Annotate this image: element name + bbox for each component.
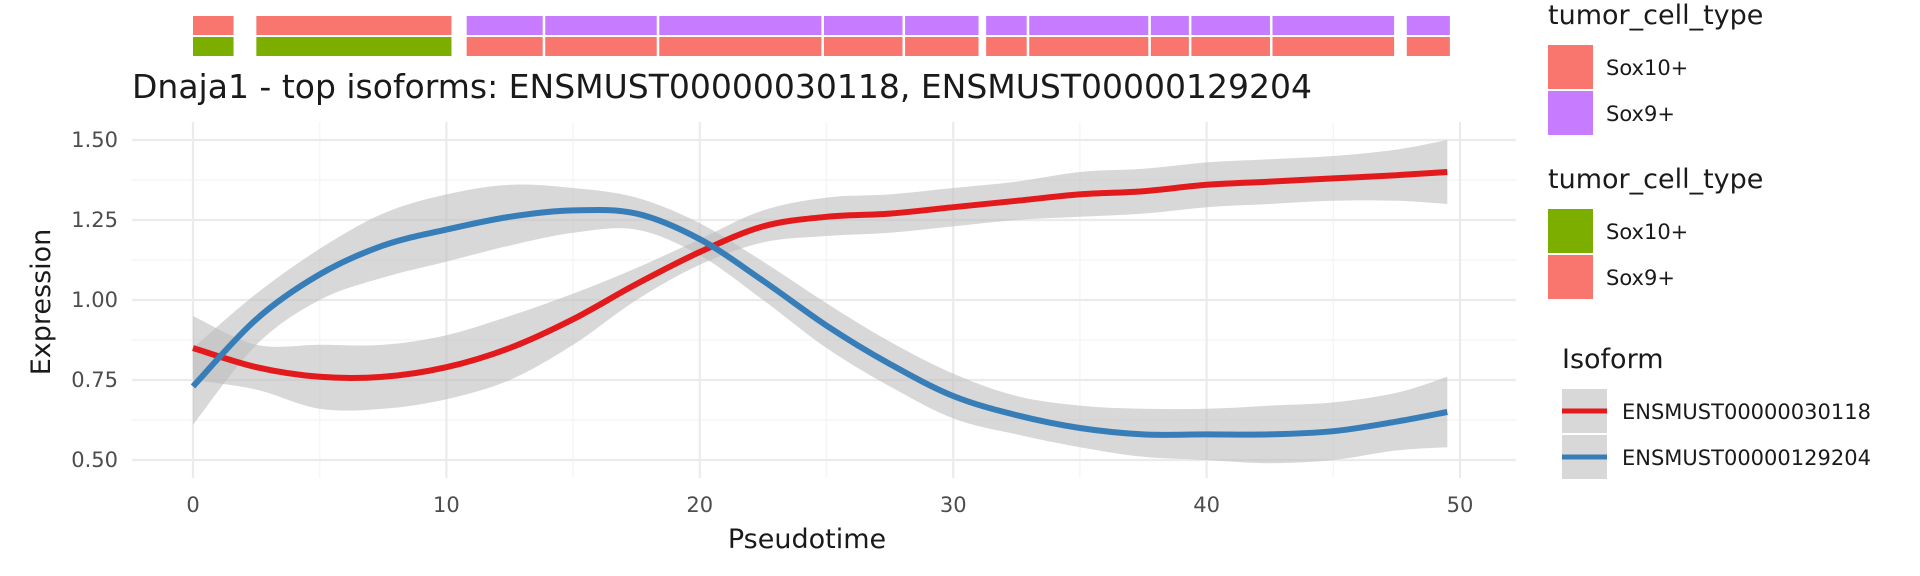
annotation-segment	[466, 37, 543, 56]
legend-label: Sox10+	[1606, 56, 1688, 80]
annotation-segment	[1406, 37, 1450, 56]
series-line-1	[192, 169, 1448, 381]
legend-label: Sox10+	[1606, 220, 1688, 244]
legends: tumor_cell_typeSox10+Sox9+tumor_cell_typ…	[1548, 0, 1871, 479]
x-tick-label: 40	[1193, 493, 1220, 517]
legend-1: tumor_cell_type Sox10+ Sox9+	[1548, 0, 1763, 135]
annotation-segment	[905, 37, 979, 56]
legend-swatch	[1548, 91, 1593, 135]
legend-swatch	[1548, 45, 1593, 89]
annotation-segment	[545, 37, 657, 56]
x-tick-label: 10	[433, 493, 460, 517]
annotation-segment	[1272, 16, 1395, 35]
annotation-segment	[1191, 16, 1270, 35]
x-tick-label: 50	[1447, 493, 1474, 517]
annotation-segment	[905, 16, 979, 35]
annotation-segment	[823, 37, 903, 56]
annotation-segment	[986, 16, 1027, 35]
annotation-segment	[256, 16, 452, 35]
legend-3: Isoform ENSMUST00000030118 ENSMUST00000129…	[1562, 344, 1871, 479]
annotation-segment	[1272, 37, 1395, 56]
x-axis-title: Pseudotime	[728, 524, 886, 555]
confidence-ribbons	[193, 140, 1448, 464]
annotation-segment	[986, 37, 1027, 56]
legend-title: tumor_cell_type	[1548, 164, 1763, 195]
annotation-segment	[1150, 16, 1189, 35]
legend-label: ENSMUST00000030118	[1622, 400, 1871, 424]
legend-label: Sox9+	[1606, 102, 1675, 126]
legend-2: tumor_cell_type Sox10+ Sox9+	[1548, 164, 1763, 299]
x-tick-label: 0	[186, 493, 199, 517]
annotation-segment	[1406, 16, 1450, 35]
y-tick-label: 0.75	[71, 368, 118, 392]
annotation-bars	[193, 16, 1450, 56]
annotation-segment	[256, 37, 452, 56]
legend-swatch	[1548, 255, 1593, 299]
y-axis-title: Expression	[26, 229, 57, 376]
y-tick-label: 1.25	[71, 208, 118, 232]
annotation-segment	[659, 16, 822, 35]
annotation-segment	[545, 16, 657, 35]
annotation-segment	[823, 16, 903, 35]
x-tick-label: 20	[686, 493, 713, 517]
annotation-segment	[1029, 16, 1149, 35]
annotation-segment	[193, 37, 234, 56]
confidence-band-series-1	[193, 140, 1448, 411]
series-line-2	[190, 206, 1448, 438]
annotation-segment	[1029, 37, 1149, 56]
chart-title: Dnaja1 - top isoforms: ENSMUST0000003011…	[132, 67, 1312, 106]
legend-label: ENSMUST00000129204	[1622, 446, 1871, 470]
y-tick-label: 1.50	[71, 128, 118, 152]
legend-label: Sox9+	[1606, 266, 1675, 290]
y-tick-label: 1.00	[71, 288, 118, 312]
y-tick-label: 0.50	[71, 448, 118, 472]
annotation-segment	[1191, 37, 1270, 56]
annotation-segment	[659, 37, 822, 56]
annotation-segment	[1150, 37, 1189, 56]
legend-title: Isoform	[1562, 344, 1664, 375]
annotation-segment	[193, 16, 234, 35]
annotation-segment	[466, 16, 543, 35]
x-tick-label: 30	[940, 493, 967, 517]
legend-title: tumor_cell_type	[1548, 0, 1763, 31]
axis-ticks: 0 10 20 30 40 50 0.50 0.75 1.00 1.25 1.50	[71, 128, 1473, 517]
series-lines	[190, 169, 1448, 438]
legend-swatch	[1548, 209, 1593, 253]
